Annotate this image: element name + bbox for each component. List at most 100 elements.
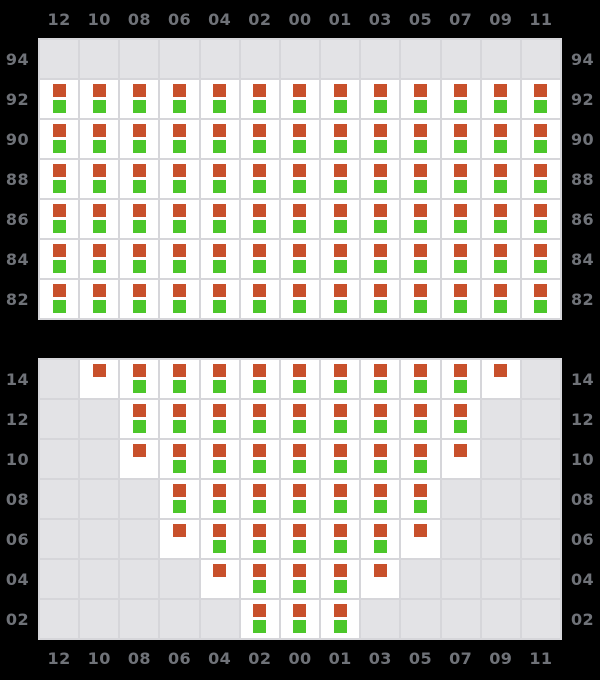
row-label: 04: [5, 569, 29, 589]
grid-cell: [80, 600, 119, 638]
grid-cell: [280, 440, 320, 478]
row-label: 08: [571, 489, 595, 509]
green-marker: [213, 260, 227, 273]
green-marker: [52, 140, 66, 153]
green-marker: [494, 300, 508, 313]
grid-cell: [120, 480, 159, 518]
green-marker: [173, 140, 187, 153]
column-label: 02: [248, 9, 272, 29]
grid-cell: [521, 560, 560, 598]
grid-cell: [481, 40, 520, 78]
grid-cell: [280, 40, 320, 78]
orange-marker: [213, 204, 227, 217]
orange-marker: [132, 364, 146, 377]
grid-cell: [240, 280, 279, 318]
green-marker: [494, 260, 508, 273]
green-marker: [293, 500, 307, 513]
grid-cell: [441, 520, 480, 558]
grid-cell: [321, 280, 360, 318]
orange-marker: [293, 564, 307, 577]
column-axis-top: 12 10 08 06 04 02 00 01 03 05 07 09 11: [38, 0, 562, 38]
grid-cell: [80, 200, 119, 238]
orange-marker: [92, 244, 106, 257]
green-marker: [173, 500, 187, 513]
grid-cell: [321, 360, 360, 398]
orange-marker: [132, 204, 146, 217]
green-marker: [413, 180, 427, 193]
grid-cell: [280, 360, 320, 398]
orange-marker: [494, 84, 508, 97]
grid-cell: [160, 240, 199, 278]
green-marker: [213, 100, 227, 113]
grid-cell: [80, 80, 119, 118]
grid-cell: [361, 600, 400, 638]
grid-cell: [361, 160, 400, 198]
orange-marker: [413, 284, 427, 297]
green-marker: [333, 540, 347, 553]
orange-marker: [534, 84, 548, 97]
grid-cell: [160, 600, 199, 638]
orange-marker: [293, 84, 307, 97]
green-marker: [253, 420, 267, 433]
green-marker: [52, 180, 66, 193]
green-marker: [333, 580, 347, 593]
green-marker: [293, 140, 307, 153]
row-label: 90: [571, 129, 595, 149]
grid-cell: [321, 480, 360, 518]
grid-cell: [481, 360, 520, 398]
row-label: 14: [5, 369, 29, 389]
green-marker: [253, 180, 267, 193]
green-marker: [92, 300, 106, 313]
grid-cell: [120, 80, 159, 118]
green-marker: [413, 260, 427, 273]
grid-cell: [401, 240, 440, 278]
green-marker: [293, 220, 307, 233]
grid-cell: [481, 520, 520, 558]
column-label: 12: [47, 9, 71, 29]
grid-cell: [80, 440, 119, 478]
orange-marker: [132, 84, 146, 97]
green-marker: [253, 140, 267, 153]
orange-marker: [413, 444, 427, 457]
green-marker: [333, 140, 347, 153]
orange-marker: [454, 124, 468, 137]
grid-cell: [160, 120, 199, 158]
grid-cell: [160, 480, 199, 518]
green-marker: [213, 300, 227, 313]
grid-cell: [120, 600, 159, 638]
orange-marker: [413, 84, 427, 97]
grid-cell: [280, 400, 320, 438]
green-marker: [253, 460, 267, 473]
green-marker: [333, 220, 347, 233]
grid-cell: [200, 40, 239, 78]
row-label: 06: [571, 529, 595, 549]
green-marker: [92, 180, 106, 193]
orange-marker: [132, 284, 146, 297]
green-marker: [333, 260, 347, 273]
grid-cell: [80, 400, 119, 438]
orange-marker: [413, 484, 427, 497]
grid-cell: [401, 400, 440, 438]
orange-marker: [534, 204, 548, 217]
orange-marker: [173, 444, 187, 457]
green-marker: [293, 180, 307, 193]
orange-marker: [173, 524, 187, 537]
orange-marker: [213, 164, 227, 177]
grid-cell: [200, 480, 239, 518]
orange-marker: [52, 164, 66, 177]
orange-marker: [333, 244, 347, 257]
upper-grid-panel: [38, 38, 562, 320]
row-axis-left-upper: 94 92 90 88 86 84 82: [0, 38, 38, 320]
column-label: 01: [328, 648, 352, 668]
green-marker: [173, 220, 187, 233]
column-label: 01: [328, 9, 352, 29]
orange-marker: [413, 204, 427, 217]
grid-cell: [200, 600, 239, 638]
grid-cell: [240, 560, 279, 598]
grid-cell: [481, 400, 520, 438]
orange-marker: [253, 284, 267, 297]
grid-cell: [40, 440, 79, 478]
green-marker: [132, 140, 146, 153]
green-marker: [213, 420, 227, 433]
grid-cell: [401, 520, 440, 558]
